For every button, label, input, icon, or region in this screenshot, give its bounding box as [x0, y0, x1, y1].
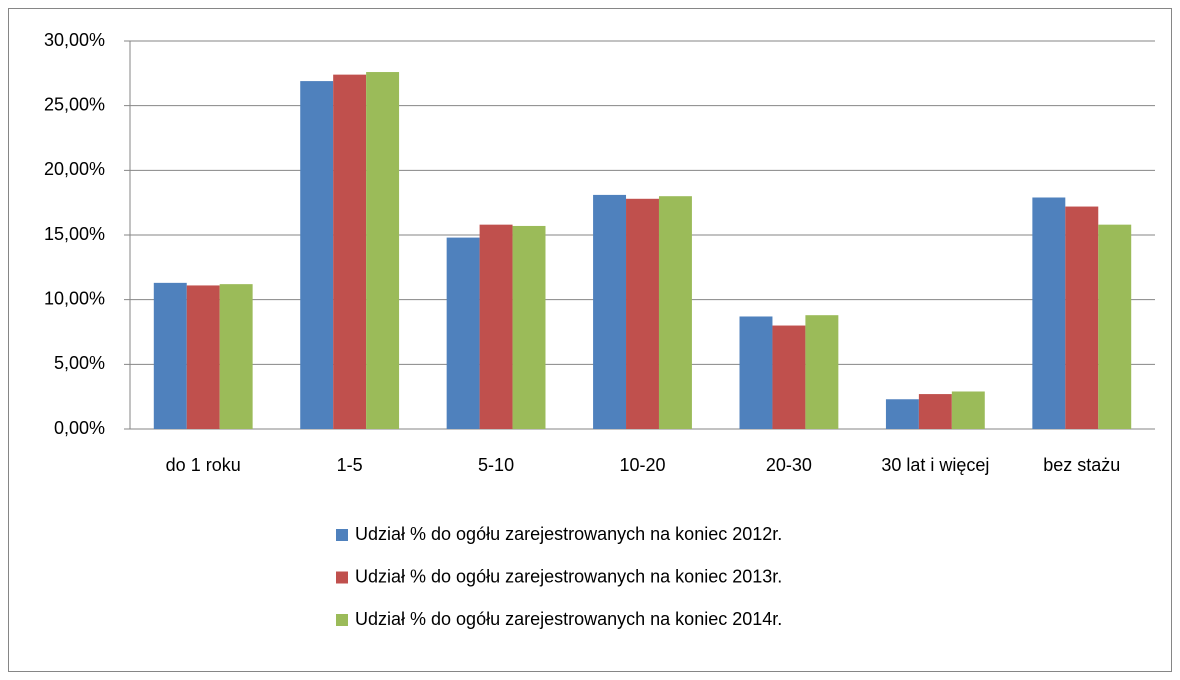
legend-label: Udział % do ogółu zarejestrowanych na ko… [355, 524, 782, 544]
bar [626, 198, 659, 429]
bar [153, 282, 187, 429]
bar [658, 196, 692, 429]
legend-swatch [336, 614, 348, 626]
x-tick-label: 30 lat i więcej [881, 455, 990, 475]
bar [951, 391, 985, 429]
bar [885, 399, 919, 429]
y-tick-label: 20,00% [44, 159, 105, 179]
x-tick-label: bez stażu [1043, 455, 1121, 475]
bar [333, 74, 367, 430]
x-tick-label: 10-20 [619, 455, 666, 475]
bar [446, 237, 480, 429]
bar [186, 285, 220, 429]
legend-label: Udział % do ogółu zarejestrowanych na ko… [355, 609, 782, 629]
bar [479, 224, 513, 429]
y-tick-label: 30,00% [44, 30, 105, 50]
y-tick-label: 0,00% [54, 418, 105, 438]
x-tick-label: 1-5 [336, 455, 363, 475]
y-tick-label: 10,00% [44, 288, 105, 308]
bar [1032, 197, 1066, 429]
x-tick-label: do 1 roku [165, 455, 241, 475]
bar [1065, 206, 1099, 429]
bar [593, 194, 627, 429]
bar [300, 81, 334, 430]
bar [366, 72, 400, 429]
bar [512, 225, 546, 429]
bar [918, 394, 952, 429]
bar [1098, 224, 1132, 429]
y-tick-label: 15,00% [44, 224, 105, 244]
legend-label: Udział % do ogółu zarejestrowanych na ko… [355, 566, 782, 586]
bar [772, 325, 806, 429]
x-tick-label: 5-10 [478, 455, 515, 475]
bar [219, 284, 253, 429]
y-tick-label: 5,00% [54, 353, 105, 373]
bar [805, 315, 839, 429]
legend-swatch [336, 571, 348, 584]
legend-swatch [336, 529, 348, 541]
bar [739, 316, 773, 429]
x-tick-label: 20-30 [765, 455, 812, 475]
y-tick-label: 25,00% [44, 94, 105, 114]
